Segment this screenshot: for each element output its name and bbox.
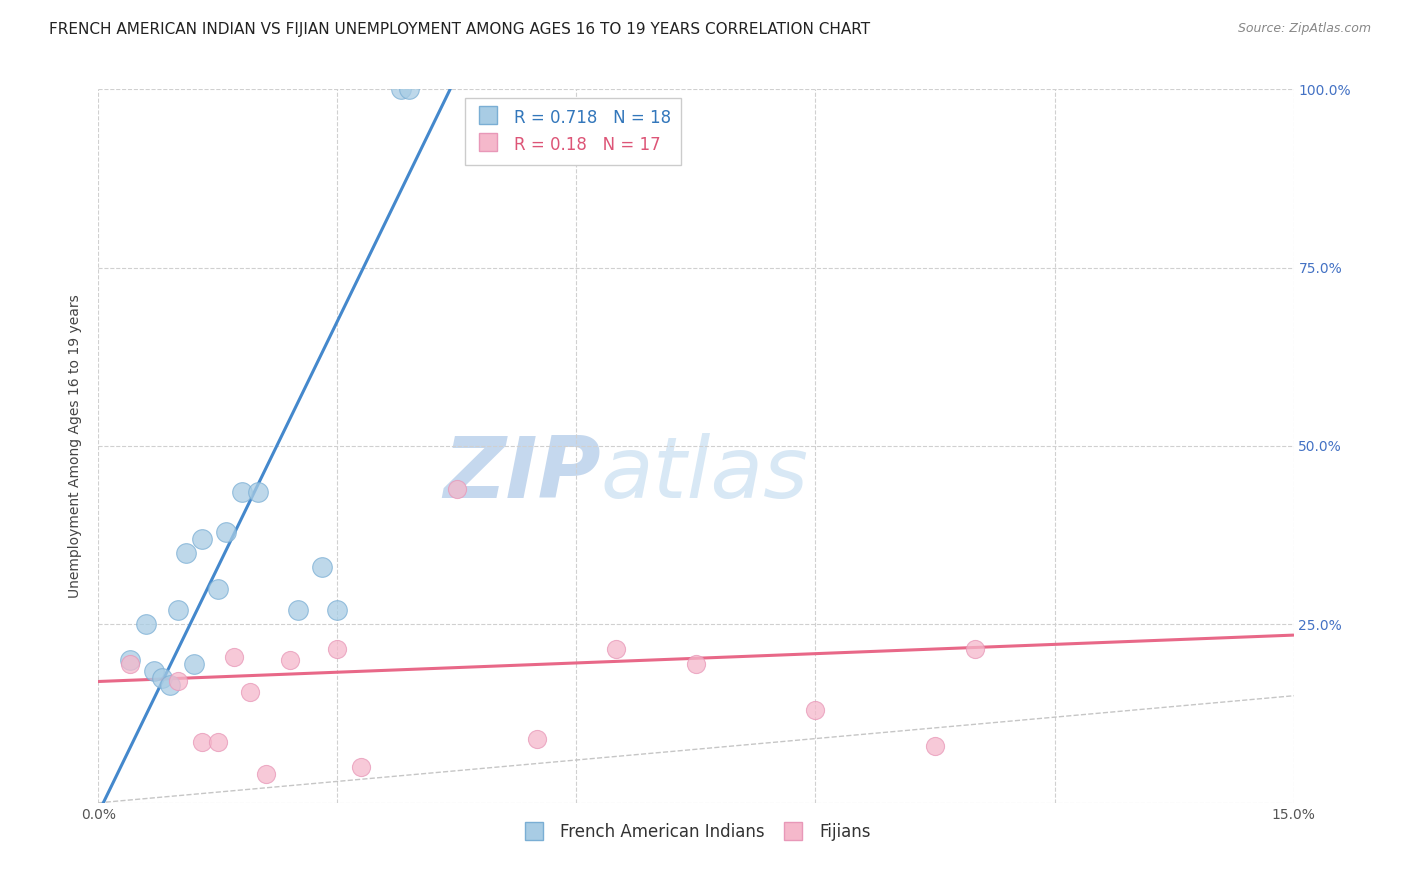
Point [207, 735, 229, 749]
Point [246, 485, 269, 500]
Point [174, 546, 197, 560]
Point [326, 603, 349, 617]
Point [326, 642, 349, 657]
Point [526, 731, 548, 746]
Point [685, 657, 707, 671]
Point [446, 482, 468, 496]
Point [287, 603, 309, 617]
Point [183, 657, 205, 671]
Text: ZIP: ZIP [443, 433, 600, 516]
Point [135, 617, 157, 632]
Point [150, 671, 173, 685]
Point [120, 657, 142, 671]
Point [167, 603, 190, 617]
Point [350, 760, 373, 774]
Point [222, 649, 245, 664]
Point [207, 582, 229, 596]
Point [239, 685, 262, 699]
Text: Source: ZipAtlas.com: Source: ZipAtlas.com [1237, 22, 1371, 36]
Point [120, 653, 142, 667]
Point [231, 485, 253, 500]
Point [167, 674, 190, 689]
Y-axis label: Unemployment Among Ages 16 to 19 years: Unemployment Among Ages 16 to 19 years [69, 294, 83, 598]
Point [215, 524, 238, 539]
Text: FRENCH AMERICAN INDIAN VS FIJIAN UNEMPLOYMENT AMONG AGES 16 TO 19 YEARS CORRELAT: FRENCH AMERICAN INDIAN VS FIJIAN UNEMPLO… [49, 22, 870, 37]
Point [278, 653, 301, 667]
Point [924, 739, 946, 753]
Point [963, 642, 986, 657]
Point [605, 642, 627, 657]
Point [254, 767, 277, 781]
Point [159, 678, 181, 692]
Point [398, 82, 420, 96]
Point [143, 664, 166, 678]
Text: atlas: atlas [600, 433, 808, 516]
Point [311, 560, 333, 574]
Point [191, 735, 214, 749]
Point [804, 703, 827, 717]
Legend: French American Indians, Fijians: French American Indians, Fijians [515, 817, 877, 848]
Point [191, 532, 214, 546]
Point [389, 82, 412, 96]
